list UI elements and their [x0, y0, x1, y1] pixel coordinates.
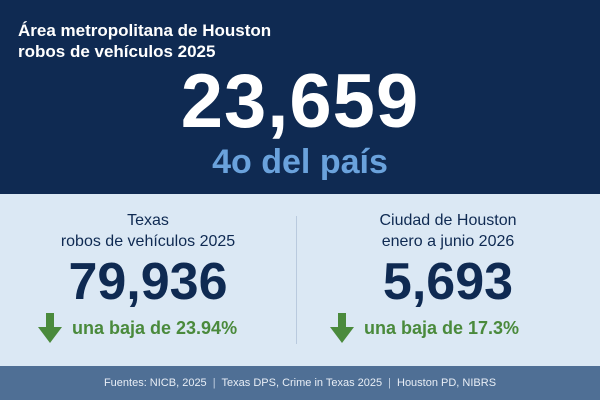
national-rank: 4o del país — [212, 143, 388, 181]
arrow-down-icon — [38, 313, 62, 343]
houston-city-label-line1: Ciudad de Houston — [379, 212, 517, 229]
houston-city-label-line2: enero a junio 2026 — [381, 233, 515, 250]
source-nicb: Fuentes: NICB, 2025 — [103, 377, 207, 389]
source-separator: | — [388, 377, 391, 389]
texas-change: una baja de 23.94% — [38, 312, 237, 344]
metro-title-line1: Área metropolitana de Houston — [18, 21, 272, 40]
houston-city-change: una baja de 17.3% — [330, 312, 519, 344]
source-houston-pd: Houston PD, NIBRS — [397, 377, 497, 389]
texas-theft-count: 79,936 — [68, 253, 228, 311]
houston-city-theft-count: 5,693 — [382, 253, 514, 311]
metro-title: Área metropolitana de Houston robos de v… — [18, 20, 271, 62]
stats-panels: Texas robos de vehículos 2025 79,936 una… — [0, 194, 600, 366]
texas-change-text: una baja de 23.94% — [72, 318, 238, 338]
texas-label-line2: robos de vehículos 2025 — [60, 233, 236, 250]
texas-panel: Texas robos de vehículos 2025 79,936 una… — [0, 194, 296, 366]
texas-label-line1: Texas — [127, 212, 169, 229]
metro-theft-count: 23,659 — [180, 59, 420, 144]
source-texas-dps: Texas DPS, Crime in Texas 2025 — [221, 377, 383, 389]
houston-city-change-text: una baja de 17.3% — [364, 318, 520, 338]
texas-label: Texas robos de vehículos 2025 — [0, 210, 296, 252]
panel-divider — [296, 216, 297, 344]
houston-city-panel: Ciudad de Houston enero a junio 2026 5,6… — [300, 194, 596, 366]
metro-title-line2: robos de vehículos 2025 — [18, 42, 216, 61]
arrow-down-icon — [330, 313, 354, 343]
metro-summary: Área metropolitana de Houston robos de v… — [0, 0, 600, 194]
source-separator: | — [212, 377, 216, 389]
sources-footer: Fuentes: NICB, 2025 | Texas DPS, Crime in … — [0, 366, 600, 400]
houston-city-label: Ciudad de Houston enero a junio 2026 — [300, 210, 596, 252]
